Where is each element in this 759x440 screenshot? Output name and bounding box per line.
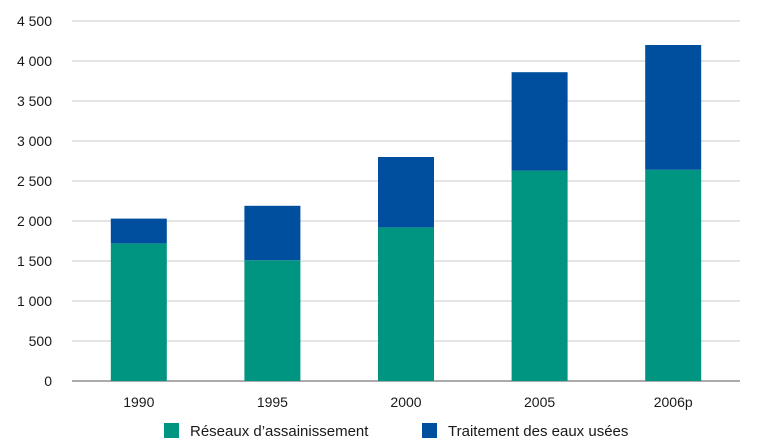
bar-segment-reseaux-2000: [378, 227, 434, 381]
x-tick-label: 2000: [390, 394, 421, 410]
bar-segment-traitement-2006p: [645, 45, 702, 170]
bar-segment-reseaux-1995: [244, 260, 301, 381]
x-tick-label: 1990: [123, 394, 154, 410]
y-tick-label: 0: [44, 373, 52, 389]
y-tick-label: 3 000: [17, 133, 52, 149]
bar-segment-traitement-2000: [378, 157, 434, 228]
bar-segment-reseaux-2006p: [645, 169, 702, 381]
y-tick-label: 4 000: [17, 53, 52, 69]
y-tick-label: 4 500: [17, 13, 52, 29]
bar-segment-traitement-1995: [244, 205, 301, 261]
y-tick-label: 3 500: [17, 93, 52, 109]
x-tick-label: 2006p: [654, 394, 693, 410]
legend-swatch: [164, 423, 179, 438]
legend-swatch: [422, 423, 437, 438]
legend-label: Traitement des eaux usées: [448, 423, 628, 440]
y-tick-label: 2 000: [17, 213, 52, 229]
bar-segment-reseaux-1990: [110, 243, 167, 381]
x-tick-label: 2005: [524, 394, 555, 410]
y-tick-label: 1 500: [17, 253, 52, 269]
bar-segment-reseaux-2005: [511, 170, 568, 381]
bar-segment-traitement-1990: [110, 218, 167, 244]
x-axis-ticks: 1990 1995 2000 2005 2006p: [123, 394, 693, 410]
y-tick-label: 500: [29, 333, 53, 349]
y-axis-ticks: 0 500 1 000 1 500 2 000 2 500 3 000 3 500 4 000 4…: [17, 13, 52, 389]
y-tick-label: 1 000: [17, 293, 52, 309]
legend: Réseaux d’assainissement Traitement des e…: [164, 423, 628, 440]
y-tick-label: 2 500: [17, 173, 52, 189]
legend-label: Réseaux d’assainissement: [190, 423, 369, 440]
x-tick-label: 1995: [257, 394, 288, 410]
bar-segment-traitement-2005: [511, 72, 568, 171]
bars: [110, 45, 702, 381]
